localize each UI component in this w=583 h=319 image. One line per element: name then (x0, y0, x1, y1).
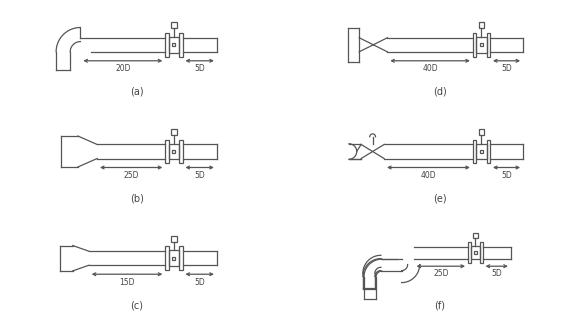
Bar (479, 129, 484, 135)
Bar (487, 139, 490, 163)
Bar (179, 246, 182, 270)
Text: 20D: 20D (115, 64, 131, 73)
Bar (471, 246, 480, 259)
Bar (480, 43, 483, 46)
Bar (168, 144, 179, 159)
Bar (171, 129, 177, 135)
Text: 40D: 40D (421, 171, 436, 180)
Bar (171, 22, 177, 28)
Bar (487, 33, 490, 57)
Bar (179, 33, 182, 57)
Text: 40D: 40D (422, 64, 438, 73)
Bar (476, 144, 487, 159)
Text: 5D: 5D (501, 64, 512, 73)
Bar (480, 150, 483, 153)
Bar (474, 251, 476, 254)
Bar (165, 246, 168, 270)
Text: 15D: 15D (120, 278, 135, 287)
Text: 5D: 5D (491, 269, 502, 278)
Text: 5D: 5D (194, 278, 205, 287)
Bar (480, 242, 483, 263)
Bar (473, 139, 476, 163)
Bar (165, 139, 168, 163)
Bar (165, 33, 168, 57)
Bar (473, 234, 477, 238)
Bar (168, 37, 179, 53)
Text: (f): (f) (434, 300, 445, 310)
Bar (168, 250, 179, 266)
Text: 5D: 5D (501, 171, 512, 180)
Text: 25D: 25D (124, 171, 139, 180)
Text: 25D: 25D (433, 269, 448, 278)
Bar (473, 33, 476, 57)
Text: (e): (e) (433, 193, 447, 204)
Bar (479, 22, 484, 28)
Bar (468, 242, 471, 263)
Text: (b): (b) (130, 193, 143, 204)
Bar (173, 150, 175, 153)
Text: 5D: 5D (194, 171, 205, 180)
Text: (a): (a) (130, 87, 143, 97)
Bar (179, 139, 182, 163)
Bar (476, 37, 487, 53)
Bar (173, 43, 175, 46)
Text: 5D: 5D (194, 64, 205, 73)
Bar (171, 236, 177, 241)
Bar (173, 257, 175, 260)
Text: (c): (c) (130, 300, 143, 310)
Text: (d): (d) (433, 87, 447, 97)
